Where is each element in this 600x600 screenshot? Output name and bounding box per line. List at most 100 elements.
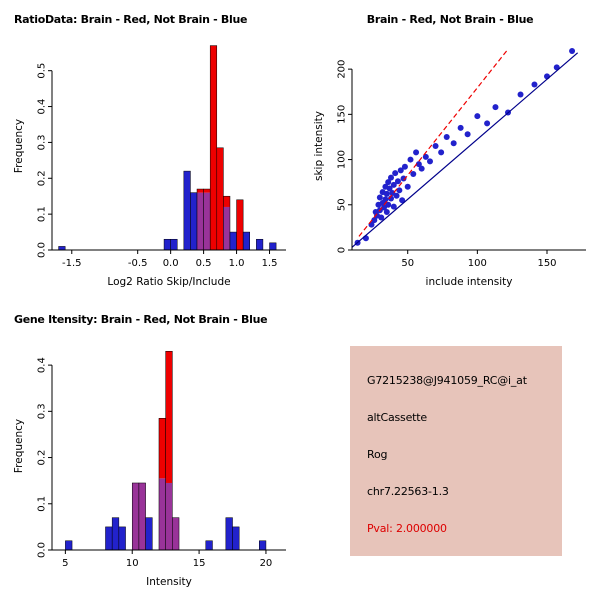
x-axis-label: Log2 Ratio Skip/Include — [107, 276, 230, 288]
scatter-point — [393, 192, 400, 199]
x-tick-label: 1.5 — [262, 258, 278, 269]
histogram-bar-blue — [118, 526, 126, 550]
y-tick-label: 200 — [337, 60, 348, 79]
histogram-bar-red — [158, 418, 166, 479]
gene-info-box: G7215238@J941059_RC@i_at altCassette Rog… — [350, 346, 562, 556]
y-tick-label: 0.2 — [37, 170, 48, 186]
y-tick-label: 0 — [337, 247, 348, 253]
scatter-point — [492, 104, 499, 111]
gene-intensity-histogram-title: Gene Itensity: Brain - Red, Not Brain - … — [14, 313, 268, 326]
chromosome-location-text: chr7.22563-1.3 — [367, 485, 449, 498]
scatter-point — [401, 163, 408, 170]
ratio-histogram-panel: RatioData: Brain - Red, Not Brain - Blue… — [0, 0, 300, 300]
ratio-histogram-chart: -1.5 -0.5 0.0 0.5 1.0 1.5 0.0 0.1 0.2 0.3 0.4 0.5 Lo… — [13, 45, 286, 288]
histogram-bar-overlap — [165, 482, 173, 550]
gene-name-text: Rog — [367, 448, 388, 461]
histogram-bar-blue — [65, 540, 73, 550]
y-tick-label: 0.4 — [37, 357, 48, 373]
scatter-point — [396, 187, 403, 194]
histogram-bar-overlap — [197, 192, 204, 250]
y-tick-label: 0.2 — [37, 450, 48, 466]
scatter-chart: 50 100 150 0 50 100 150 200 include intensity ski… — [313, 48, 586, 288]
histogram-bar-blue — [190, 192, 198, 250]
x-tick-label: -0.5 — [128, 258, 148, 269]
scatter-point — [397, 167, 404, 174]
scatter-point — [362, 235, 369, 242]
histogram-bar-blue — [205, 540, 213, 550]
histogram-bar-blue — [164, 239, 171, 250]
x-tick-label: 5 — [62, 558, 68, 569]
scatter-point — [376, 194, 383, 201]
reference-line-red — [358, 48, 509, 237]
scatter-point — [413, 149, 420, 156]
gene-intensity-histogram-chart: 5 10 15 20 0.0 0.1 0.2 0.3 0.4 Intensity Frequency — [13, 350, 286, 588]
histogram-bar-overlap — [203, 192, 211, 250]
x-axis-label: Intensity — [146, 576, 192, 588]
histogram-bar-blue — [229, 232, 237, 250]
x-tick-label: 100 — [468, 258, 487, 269]
scatter-point — [394, 178, 401, 185]
histogram-bar-overlap — [172, 517, 180, 550]
histogram-bar-blue — [232, 526, 240, 550]
scatter-point — [450, 140, 457, 147]
event-type-text: altCassette — [367, 411, 427, 424]
y-tick-label: 150 — [337, 105, 348, 124]
scatter-point — [400, 175, 407, 182]
histogram-bar-red — [223, 196, 230, 207]
scatter-point — [378, 214, 385, 221]
pval-text: Pval: 2.000000 — [367, 522, 447, 535]
histogram-bar-blue — [225, 517, 233, 550]
y-axis-label: Frequency — [13, 119, 25, 173]
scatter-point — [399, 197, 406, 204]
scatter-point — [415, 161, 422, 168]
y-tick-label: 0.0 — [37, 542, 48, 558]
x-tick-label: 20 — [260, 558, 273, 569]
histogram-bar-red — [197, 189, 204, 193]
histogram-bar-overlap — [132, 482, 139, 550]
scatter-title: Brain - Red, Not Brain - Blue — [366, 13, 534, 26]
x-tick-label: 0.5 — [196, 258, 212, 269]
scatter-point — [484, 120, 491, 127]
scatter-point — [457, 124, 464, 131]
ratio-histogram-title: RatioData: Brain - Red, Not Brain - Blue — [14, 13, 248, 26]
histogram-bar-blue — [145, 517, 153, 550]
scatter-point — [464, 131, 471, 138]
histogram-bar-overlap — [223, 206, 230, 250]
scatter-point — [385, 201, 392, 208]
histogram-bar-red — [210, 45, 217, 250]
histogram-bar-blue — [256, 239, 263, 250]
x-tick-label: 1.0 — [229, 258, 245, 269]
probe-id-text: G7215238@J941059_RC@i_at — [367, 374, 527, 387]
gene-intensity-histogram-panel: Gene Itensity: Brain - Red, Not Brain - … — [0, 300, 300, 600]
scatter-point — [371, 217, 378, 224]
scatter-point — [569, 48, 576, 55]
x-tick-label: 50 — [401, 258, 414, 269]
histogram-bar-blue — [58, 246, 66, 250]
histogram-bar-red — [165, 351, 173, 483]
scatter-point — [385, 179, 392, 186]
y-tick-label: 0.1 — [37, 496, 48, 512]
histogram-bar-blue — [243, 232, 250, 250]
histogram-bar-red — [216, 147, 224, 250]
x-tick-label: 0.0 — [163, 258, 179, 269]
histogram-bar-blue — [170, 239, 178, 250]
y-axis-label: Frequency — [13, 419, 25, 473]
y-tick-label: 0.3 — [37, 403, 48, 419]
scatter-point — [438, 149, 445, 156]
x-tick-label: 15 — [193, 558, 206, 569]
y-axis-label: skip intensity — [313, 111, 325, 181]
histogram-bar-red — [236, 199, 244, 250]
scatter-point — [407, 156, 414, 163]
histogram-bar-blue — [183, 171, 191, 250]
scatter-point — [382, 196, 389, 203]
y-tick-label: 0.0 — [37, 242, 48, 258]
y-tick-label: 100 — [337, 150, 348, 169]
scatter-point — [531, 81, 538, 88]
histogram-bar-blue — [269, 242, 277, 250]
x-tick-label: -1.5 — [62, 258, 82, 269]
histogram-bar-overlap — [138, 482, 146, 550]
scatter-panel: Brain - Red, Not Brain - Blue 50 100 150 0 5… — [300, 0, 600, 300]
histogram-bar-overlap — [158, 478, 166, 550]
histogram-bar-blue — [259, 540, 266, 550]
